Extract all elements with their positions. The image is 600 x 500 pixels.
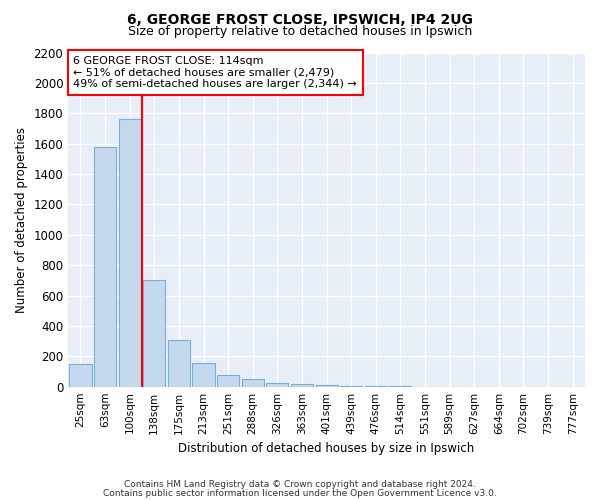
Bar	[291, 384, 313, 386]
Bar	[316, 385, 338, 386]
Bar	[168, 340, 190, 386]
Bar	[217, 374, 239, 386]
X-axis label: Distribution of detached houses by size in Ipswich: Distribution of detached houses by size …	[178, 442, 475, 455]
Bar	[193, 363, 215, 386]
Bar	[242, 379, 264, 386]
Text: Contains HM Land Registry data © Crown copyright and database right 2024.: Contains HM Land Registry data © Crown c…	[124, 480, 476, 489]
Text: Size of property relative to detached houses in Ipswich: Size of property relative to detached ho…	[128, 25, 472, 38]
Bar	[119, 120, 141, 386]
Bar	[266, 383, 289, 386]
Text: 6, GEORGE FROST CLOSE, IPSWICH, IP4 2UG: 6, GEORGE FROST CLOSE, IPSWICH, IP4 2UG	[127, 12, 473, 26]
Bar	[70, 364, 92, 386]
Bar	[94, 146, 116, 386]
Text: 6 GEORGE FROST CLOSE: 114sqm
← 51% of detached houses are smaller (2,479)
49% of: 6 GEORGE FROST CLOSE: 114sqm ← 51% of de…	[73, 56, 357, 89]
Text: Contains public sector information licensed under the Open Government Licence v3: Contains public sector information licen…	[103, 488, 497, 498]
Bar	[143, 280, 166, 386]
Y-axis label: Number of detached properties: Number of detached properties	[15, 126, 28, 312]
